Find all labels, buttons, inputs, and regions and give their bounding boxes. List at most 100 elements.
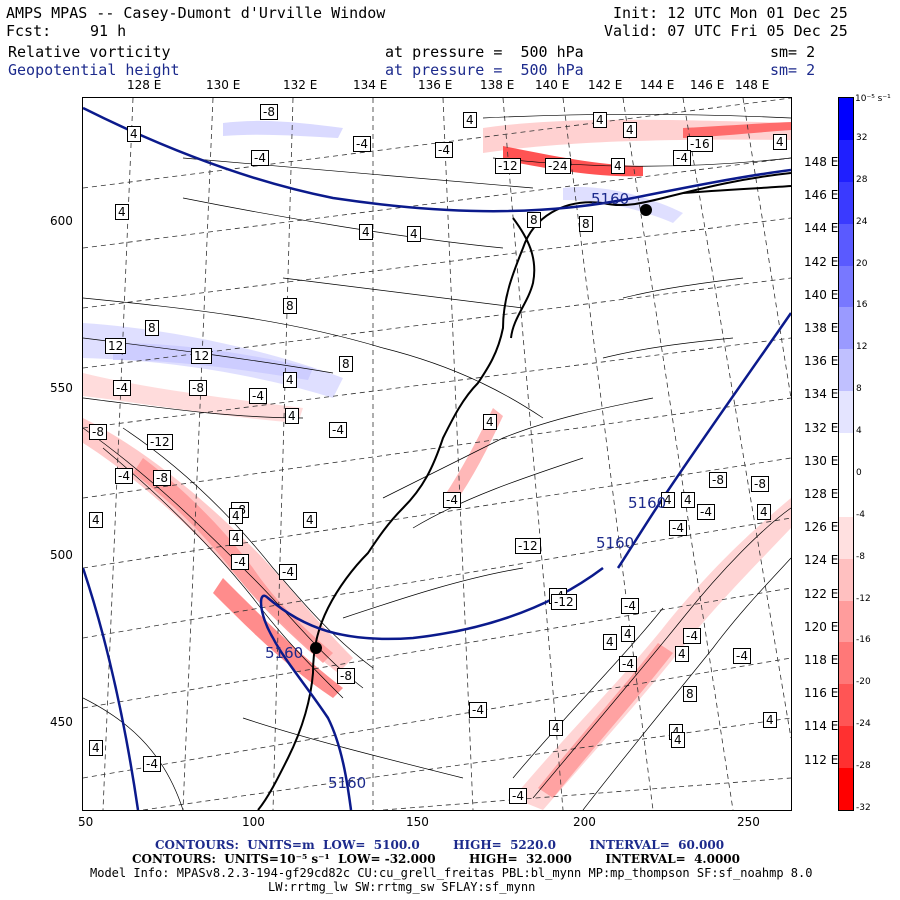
vorticity-contours bbox=[83, 113, 791, 810]
top-lon-label: 146 E bbox=[690, 78, 725, 92]
colorbar-segment bbox=[839, 223, 853, 267]
contour-label: 4 bbox=[359, 224, 373, 240]
contour-label: -12 bbox=[515, 538, 541, 554]
contour-label: -4 bbox=[733, 648, 751, 664]
contour-label: 8 bbox=[283, 298, 297, 314]
contour-label: 12 bbox=[191, 348, 213, 364]
right-lat-label: 112 E bbox=[803, 752, 840, 767]
colorbar-label: -8 bbox=[856, 551, 865, 562]
contour-label: -4 bbox=[279, 564, 297, 580]
contour-label: 4 bbox=[763, 712, 777, 728]
colorbar-segment bbox=[839, 642, 853, 685]
colorbar-label: 16 bbox=[856, 300, 868, 311]
vorticity-shading bbox=[83, 119, 791, 810]
contour-label: -4 bbox=[435, 142, 453, 158]
contour-label: 8 bbox=[145, 320, 159, 336]
contour-label: 12 bbox=[105, 338, 127, 354]
contour-label: 8 bbox=[527, 212, 541, 228]
colorbar-label: 8 bbox=[856, 384, 862, 395]
field2-name: Geopotential height bbox=[8, 61, 180, 79]
figure-title: AMPS MPAS -- Casey-Dumont d'Urville Wind… bbox=[6, 4, 386, 22]
colorbar-label: 32 bbox=[856, 132, 868, 143]
map-canvas bbox=[83, 98, 791, 810]
field1-smoothing: sm= 2 bbox=[770, 43, 816, 61]
footer-vorticity-contours: CONTOURS: UNITS=10⁻⁵ s⁻¹ LOW= -32.000 HI… bbox=[132, 852, 740, 866]
footer-height-contours: CONTOURS: UNITS=m LOW= 5100.0 HIGH= 5220… bbox=[155, 838, 725, 852]
field1-level: at pressure = 500 hPa bbox=[385, 43, 584, 61]
contour-label: -12 bbox=[147, 434, 173, 450]
colorbar-unit: 10⁻⁵ s⁻¹ bbox=[855, 94, 891, 104]
x-tick: 250 bbox=[737, 815, 760, 829]
contour-label: 4 bbox=[89, 740, 103, 756]
field2-level: at pressure = 500 hPa bbox=[385, 61, 584, 79]
station-casey bbox=[310, 642, 322, 654]
height-label: 5160 bbox=[265, 644, 304, 662]
height-label: 5160 bbox=[628, 494, 667, 512]
contour-label: -4 bbox=[231, 554, 249, 570]
top-lon-label: 130 E bbox=[206, 78, 241, 92]
contour-label: -8 bbox=[189, 380, 207, 396]
right-lat-label: 138 E bbox=[803, 321, 840, 335]
colorbar-segment bbox=[839, 600, 853, 643]
init-time: Init: 12 UTC Mon 01 Dec 25 bbox=[613, 4, 848, 22]
forecast-label: Fcst: bbox=[6, 22, 52, 40]
contour-label: 8 bbox=[579, 216, 593, 232]
contour-label: -24 bbox=[545, 158, 571, 174]
top-lon-label: 148 E bbox=[735, 78, 770, 92]
colorbar-label: 4 bbox=[856, 426, 862, 437]
contour-label: 4 bbox=[407, 226, 421, 242]
contour-label: 4 bbox=[623, 122, 637, 138]
colorbar-segment bbox=[839, 768, 853, 811]
colorbar-segment bbox=[839, 139, 853, 183]
contour-label: -4 bbox=[509, 788, 527, 804]
height-label: 5160 bbox=[328, 774, 367, 792]
top-lon-label: 142 E bbox=[588, 78, 623, 92]
colorbar-segment bbox=[839, 516, 853, 560]
right-lat-label: 122 E bbox=[803, 586, 840, 601]
colorbar-segment bbox=[839, 349, 853, 392]
map-panel: -8 4 4 4 4 -4 -4 -4 -12 -24 -16 4 8 4 4 4 -4 4 8 8 12 12 8 8 -4-… bbox=[82, 97, 792, 811]
contour-label: 4 bbox=[89, 512, 103, 528]
colorbar bbox=[838, 97, 854, 811]
contour-label: -4 bbox=[249, 388, 267, 404]
contour-label: -8 bbox=[709, 472, 727, 488]
contour-label: -4 bbox=[469, 702, 487, 718]
contour-label: -4 bbox=[353, 136, 371, 152]
right-lat-label: 134 E bbox=[803, 387, 840, 402]
colorbar-segment bbox=[839, 391, 853, 434]
colorbar-segment bbox=[839, 558, 853, 602]
right-lat-label: 118 E bbox=[803, 653, 840, 667]
contour-label: -12 bbox=[495, 158, 521, 174]
contour-label: 4 bbox=[463, 112, 477, 128]
colorbar-label: 28 bbox=[856, 174, 868, 185]
right-lat-label: 126 E bbox=[803, 520, 840, 535]
colorbar-label: -16 bbox=[856, 635, 871, 646]
colorbar-label: -20 bbox=[856, 677, 871, 688]
right-lat-label: 128 E bbox=[803, 487, 840, 501]
contour-label: 4 bbox=[549, 720, 563, 736]
right-lat-label: 142 E bbox=[803, 254, 840, 269]
colorbar-segment bbox=[839, 181, 853, 225]
right-lat-label: 144 E bbox=[803, 221, 840, 236]
right-lat-label: 130 E bbox=[803, 453, 840, 468]
contour-label: 4 bbox=[621, 626, 635, 642]
contour-label: -8 bbox=[89, 424, 107, 440]
contour-label: 4 bbox=[675, 646, 689, 662]
contour-label: -12 bbox=[551, 594, 577, 610]
contour-label: 8 bbox=[339, 356, 353, 372]
contour-label: -4 bbox=[251, 150, 269, 166]
footer-model-info: Model Info: MPASv8.2.3-194-gf29cd82c CU:… bbox=[90, 866, 813, 880]
contour-label: -8 bbox=[337, 668, 355, 684]
colorbar-segment bbox=[839, 684, 853, 727]
colorbar-label: 20 bbox=[856, 258, 868, 269]
contour-label: -8 bbox=[153, 470, 171, 486]
right-lat-label: 146 E bbox=[803, 188, 840, 203]
x-tick: 200 bbox=[573, 815, 596, 829]
contour-label: -4 bbox=[329, 422, 347, 438]
contour-label: -4 bbox=[619, 656, 637, 672]
right-lat-label: 120 E bbox=[803, 619, 840, 634]
colorbar-label: 24 bbox=[856, 216, 868, 227]
right-lat-label: 148 E bbox=[803, 155, 840, 169]
contour-label: 4 bbox=[661, 492, 675, 508]
